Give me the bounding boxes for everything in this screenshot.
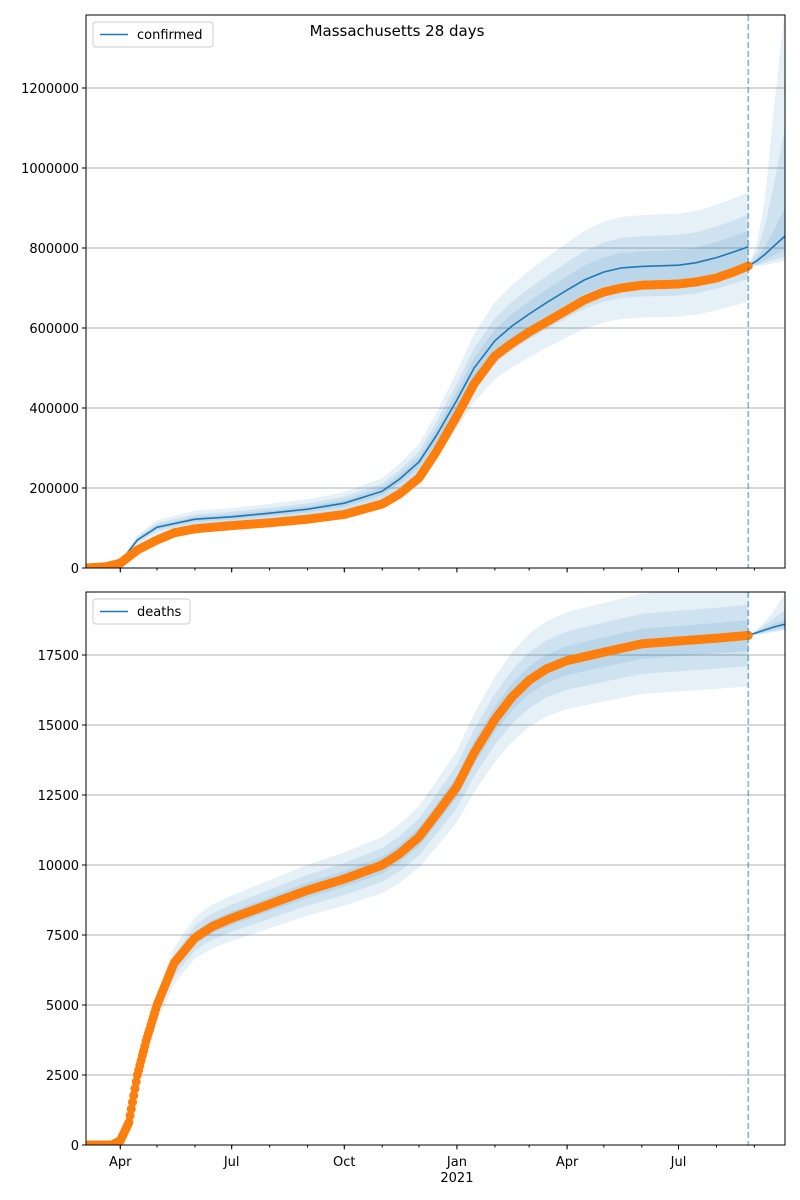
forecast-band xyxy=(748,619,785,636)
y-tick-label: 1200000 xyxy=(21,82,79,97)
model-band xyxy=(86,604,749,1145)
y-tick-label: 0 xyxy=(71,562,79,577)
forecast-band xyxy=(748,593,785,636)
plot-area xyxy=(86,15,785,568)
y-tick-label: 15000 xyxy=(38,719,79,734)
y-tick-label: 2500 xyxy=(46,1069,79,1084)
x-tick-label: Jul xyxy=(670,1155,687,1170)
observed-point xyxy=(743,261,753,271)
legend: confirmed xyxy=(92,21,214,48)
x-tick-label: Oct xyxy=(333,1155,355,1170)
x-tick-label: Jul xyxy=(223,1155,240,1170)
axes-deaths: 0 2500 5000 7500 10000 12500 15000 17500 Apr Jul O… xyxy=(38,591,786,1186)
forecast-band xyxy=(748,208,785,266)
y-tick-label: 600000 xyxy=(29,322,79,337)
model-line xyxy=(86,246,749,568)
observed-point xyxy=(131,1077,141,1087)
y-tick-label: 200000 xyxy=(29,482,79,497)
x-tick-label: Jan xyxy=(446,1155,467,1170)
observed-point xyxy=(130,1084,140,1094)
legend-label: deaths xyxy=(137,605,182,620)
observed-point xyxy=(125,1111,135,1121)
model-band xyxy=(86,592,749,1145)
model-line xyxy=(86,634,749,1145)
y-tick-label: 10000 xyxy=(38,859,79,874)
observed-point xyxy=(128,1097,138,1107)
model-band xyxy=(86,192,749,568)
legend-box xyxy=(92,21,214,48)
y-tick-label: 7500 xyxy=(46,929,79,944)
y-tick-label: 1000000 xyxy=(21,162,79,177)
model-band xyxy=(86,620,749,1145)
forecast-line xyxy=(747,235,785,267)
chart-title: Massachusetts 28 days xyxy=(310,22,485,40)
observed-point xyxy=(124,1118,134,1128)
y-tick-label: 5000 xyxy=(46,999,79,1014)
forecast-band xyxy=(748,610,785,636)
legend: deaths xyxy=(92,598,191,625)
forecast-band xyxy=(748,15,785,267)
y-tick-label: 400000 xyxy=(29,402,79,417)
y-tick-label: 12500 xyxy=(38,789,79,804)
plot-area xyxy=(86,592,785,1145)
axes-frame xyxy=(85,591,786,1146)
x-tick-sublabel: 2021 xyxy=(440,1171,473,1186)
forecast-band xyxy=(748,128,785,266)
observed-point xyxy=(129,1090,139,1100)
legend-label: confirmed xyxy=(137,28,203,43)
axes-confirmed: 0 200000 400000 600000 800000 1000000 1200000 c… xyxy=(21,14,786,577)
y-tick-label: 800000 xyxy=(29,242,79,257)
y-tick-label: 0 xyxy=(71,1139,79,1154)
y-tick-label: 17500 xyxy=(38,649,79,664)
forecast-line xyxy=(748,623,785,637)
x-tick-label: Apr xyxy=(109,1155,132,1170)
axes-frame xyxy=(85,14,786,569)
x-tick-label: Apr xyxy=(556,1155,579,1170)
legend-box xyxy=(92,598,191,625)
observed-point xyxy=(743,630,753,640)
observed-point xyxy=(126,1104,136,1114)
